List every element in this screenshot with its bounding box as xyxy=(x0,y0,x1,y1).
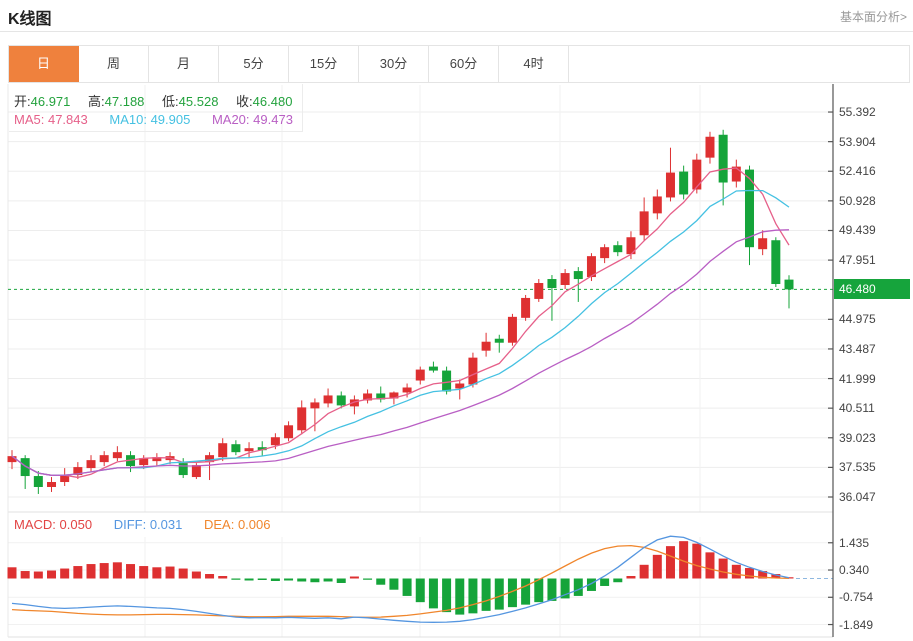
macd-axis-label: -1.849 xyxy=(839,617,874,632)
ohlc-open: 开:46.971 xyxy=(14,94,71,109)
period-tabbar: 日 周 月 5分 15分 30分 60分 4时 xyxy=(8,45,910,83)
tab-30min[interactable]: 30分 xyxy=(359,46,429,82)
ohlc-low: 低:45.528 xyxy=(162,94,219,109)
price-axis-label: 39.023 xyxy=(839,430,876,445)
price-axis-label: 49.439 xyxy=(839,223,876,238)
tab-month[interactable]: 月 xyxy=(149,46,219,82)
ma-readout: MA5: 47.843 MA10: 49.905 MA20: 49.473 xyxy=(14,112,311,127)
price-axis-label: 55.392 xyxy=(839,105,876,120)
tab-5min[interactable]: 5分 xyxy=(219,46,289,82)
price-axis-label: 41.999 xyxy=(839,371,876,386)
price-axis-label: 43.487 xyxy=(839,341,876,356)
ma10-value: MA10: 49.905 xyxy=(109,112,191,127)
info-panel xyxy=(9,84,303,132)
price-axis-label: 53.904 xyxy=(839,134,876,149)
ohlc-readout: 开:46.971 高:47.188 低:45.528 收:46.480 xyxy=(14,91,306,110)
ohlc-close: 收:46.480 xyxy=(236,94,293,109)
header-divider xyxy=(0,31,913,32)
price-axis-label: 52.416 xyxy=(839,164,876,179)
price-axis-label: 40.511 xyxy=(839,401,875,416)
ohlc-high: 高:47.188 xyxy=(88,94,145,109)
tab-4hour[interactable]: 4时 xyxy=(499,46,569,82)
fundamental-analysis-link[interactable]: 基本面分析> xyxy=(839,10,907,24)
ma20-value: MA20: 49.473 xyxy=(211,112,293,127)
macd-axis-label: 1.435 xyxy=(839,535,870,550)
price-axis-label: 37.535 xyxy=(839,460,876,475)
macd-value: MACD: 0.050 xyxy=(14,517,93,532)
dea-value: DEA: 0.006 xyxy=(203,517,271,532)
current-price-tag: 46.480 xyxy=(834,279,910,300)
ma5-value: MA5: 47.843 xyxy=(14,112,88,127)
tab-day[interactable]: 日 xyxy=(9,46,79,82)
macd-axis-label: -0.754 xyxy=(839,590,874,605)
price-axis-label: 36.047 xyxy=(839,490,876,504)
price-axis-label: 44.975 xyxy=(839,312,876,327)
tab-15min[interactable]: 15分 xyxy=(289,46,359,82)
tabbar-filler xyxy=(569,46,909,82)
macd-readout: MACD: 0.050 DIFF: 0.031 DEA: 0.006 xyxy=(14,517,289,532)
diff-value: DIFF: 0.031 xyxy=(113,517,183,532)
tab-60min[interactable]: 60分 xyxy=(429,46,499,82)
macd-axis-label: 0.340 xyxy=(839,563,870,578)
tab-week[interactable]: 周 xyxy=(79,46,149,82)
price-axis-label: 47.951 xyxy=(839,253,876,268)
price-axis-label: 50.928 xyxy=(839,193,876,208)
page-title: K线图 xyxy=(8,11,52,28)
